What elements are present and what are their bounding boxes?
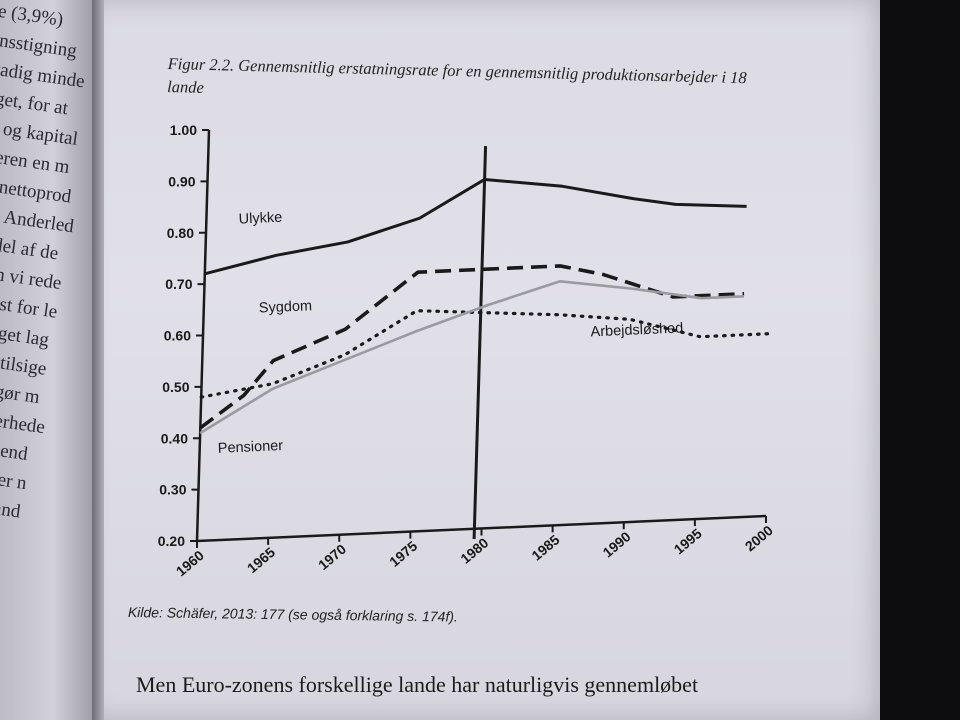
- chart-series: [199, 177, 773, 435]
- y-tick-label: 0.40: [161, 430, 188, 446]
- x-tick-label: 1990: [600, 528, 634, 560]
- series-line-ulykke: [204, 177, 747, 276]
- x-tick-label: 1965: [244, 544, 278, 576]
- vertical-marker-line: [472, 146, 488, 540]
- series-line-sygdom: [199, 264, 745, 430]
- y-tick-label: 0.20: [158, 533, 185, 549]
- y-tick-label: 0.50: [162, 379, 189, 395]
- right-book-page: [104, 0, 894, 720]
- y-tick-label: 0.90: [168, 173, 195, 189]
- left-book-page: re (3,9%) onsstigning stadig minde øget, fo…: [0, 0, 96, 720]
- y-tick-label: 0.70: [165, 276, 192, 292]
- y-tick-label: 0.30: [159, 482, 186, 498]
- x-tick-label: 1995: [671, 525, 705, 557]
- dark-background: [880, 0, 960, 720]
- x-tick-label: 1960: [173, 547, 207, 579]
- x-tick-label: 1975: [386, 538, 420, 570]
- x-tick-label: 2000: [742, 522, 776, 554]
- y-tick-label: 0.60: [164, 328, 191, 344]
- y-tick-label: 0.80: [167, 225, 194, 241]
- series-label-sygdom: Sygdom: [259, 298, 313, 316]
- x-tick-label: 1985: [528, 531, 562, 563]
- series-label-ulykke: Ulykke: [238, 210, 282, 228]
- series-line-arbejdsloshed: [199, 309, 773, 399]
- x-tick-label: 1970: [315, 541, 349, 573]
- series-label-pensioner: Pensioner: [218, 438, 284, 457]
- x-tick-label: 1980: [457, 534, 491, 566]
- series-label-arbejdsloshed: Arbejdsløshed: [590, 320, 683, 340]
- chart-labels: Ulykke Sygdom Arbejdsløshed Pensioner: [218, 210, 684, 457]
- body-text-line: Men Euro-zonens forskellige lande har na…: [136, 672, 699, 697]
- series-line-pensioner: [199, 280, 745, 435]
- y-tick-label: 1.00: [170, 122, 197, 138]
